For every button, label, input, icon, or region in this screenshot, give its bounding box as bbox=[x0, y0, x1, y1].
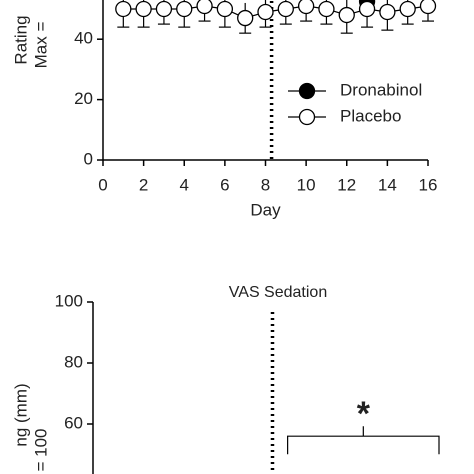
x-tick-label: 16 bbox=[419, 175, 438, 194]
marker bbox=[318, 0, 335, 18]
y-axis-label: = 100 bbox=[31, 428, 50, 471]
marker bbox=[135, 0, 152, 18]
significance-mark: * bbox=[357, 395, 371, 433]
x-tick-label: 8 bbox=[261, 175, 270, 194]
y-axis-label: Rating bbox=[11, 15, 30, 64]
legend-label: Dronabinol bbox=[340, 80, 422, 99]
legend-label: Placebo bbox=[340, 106, 401, 125]
x-tick-label: 14 bbox=[378, 175, 397, 194]
marker bbox=[399, 0, 416, 18]
y-axis-label: Max = bbox=[31, 22, 50, 69]
marker bbox=[115, 0, 132, 18]
marker bbox=[257, 3, 274, 21]
marker bbox=[216, 0, 234, 18]
y-tick-label: 60 bbox=[64, 413, 83, 432]
marker bbox=[419, 0, 437, 15]
marker bbox=[155, 0, 173, 18]
x-tick-label: 0 bbox=[98, 175, 107, 194]
marker bbox=[237, 9, 254, 27]
marker bbox=[176, 0, 193, 18]
x-axis-label: Day bbox=[250, 200, 281, 219]
marker bbox=[358, 0, 376, 18]
marker bbox=[196, 0, 213, 15]
y-tick-label: 40 bbox=[74, 29, 93, 48]
legend-marker bbox=[298, 108, 316, 126]
y-axis-label: ng (mm) bbox=[11, 383, 30, 446]
chart-title: VAS Sedation bbox=[229, 284, 327, 301]
y-tick-label: 100 bbox=[55, 291, 83, 310]
marker bbox=[297, 0, 315, 15]
legend-marker bbox=[298, 82, 316, 100]
marker bbox=[338, 6, 355, 24]
marker bbox=[277, 0, 294, 18]
x-tick-label: 4 bbox=[180, 175, 189, 194]
y-tick-label: 80 bbox=[64, 352, 83, 371]
significance-bracket bbox=[287, 426, 440, 455]
x-tick-label: 10 bbox=[297, 175, 316, 194]
x-tick-label: 2 bbox=[139, 175, 148, 194]
y-tick-label: 20 bbox=[74, 89, 93, 108]
x-tick-label: 12 bbox=[337, 175, 356, 194]
marker bbox=[379, 3, 396, 21]
series-line bbox=[123, 5, 429, 19]
x-tick-label: 6 bbox=[220, 175, 229, 194]
y-tick-label: 0 bbox=[84, 149, 93, 168]
